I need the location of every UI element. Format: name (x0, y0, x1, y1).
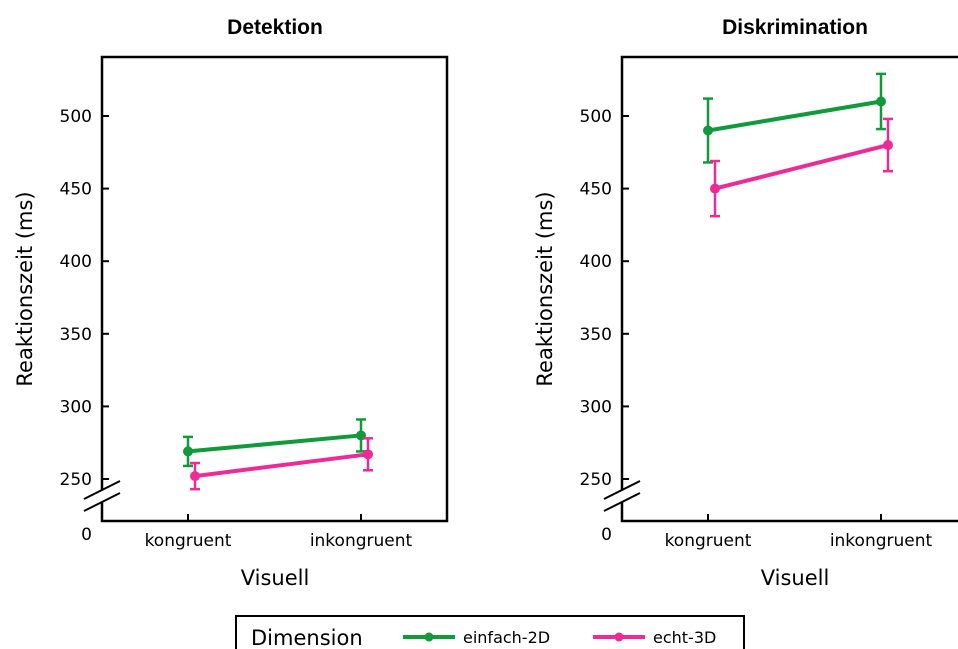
x-axis-label: Visuell (241, 566, 310, 590)
y-break-label: 0 (81, 525, 92, 545)
axis-break-slash (603, 480, 641, 500)
series-line (707, 99, 882, 133)
legend-item-echt-3d: echt-3D (593, 628, 716, 647)
data-point (190, 471, 200, 482)
panel-detektion: Detektion Visuell Reaktionszeit (ms) 0 2… (13, 16, 449, 590)
y-tick-label: 300 (580, 397, 612, 417)
axis-break-slash (83, 480, 121, 500)
y-tick-label: 450 (580, 180, 612, 200)
y-break-label: 0 (601, 525, 612, 545)
plot-frame (100, 55, 449, 523)
data-point (363, 449, 373, 460)
y-tick-label: 400 (580, 252, 612, 272)
axis-break-gap (618, 490, 626, 502)
y-tick-label: 350 (60, 325, 92, 345)
legend: Dimension einfach-2D echt-3D (235, 615, 745, 649)
legend-swatch-marker (424, 632, 434, 642)
legend-swatch-marker (614, 632, 624, 642)
series-line (187, 433, 362, 454)
data-point (710, 183, 720, 194)
axis-break-slash (83, 492, 121, 512)
y-axis-label: Reaktionszeit (ms) (533, 191, 557, 386)
y-tick-label: 250 (580, 470, 612, 490)
panel-title: Diskrimination (722, 16, 868, 39)
y-tick-label: 400 (60, 252, 92, 272)
axis-break-gap (98, 490, 106, 502)
data-point (883, 140, 893, 151)
data-point (876, 96, 886, 107)
y-tick-label: 450 (60, 180, 92, 200)
series-line (194, 452, 369, 479)
y-tick-label: 300 (60, 397, 92, 417)
x-tick-label: kongruent (145, 531, 232, 551)
y-tick-label: 500 (580, 107, 612, 127)
y-axis-label: Reaktionszeit (ms) (13, 191, 37, 386)
x-axis-label: Visuell (761, 566, 830, 590)
data-point (703, 125, 713, 136)
data-point (183, 446, 193, 457)
panel-title: Detektion (227, 16, 323, 39)
legend-box (235, 615, 745, 649)
legend-label: echt-3D (653, 628, 716, 647)
y-tick-label: 250 (60, 470, 92, 490)
legend-title: Dimension (251, 626, 363, 649)
legend-label: einfach-2D (463, 628, 550, 647)
x-tick-label: inkongruent (830, 531, 933, 551)
series-line (714, 143, 889, 191)
y-tick-label: 500 (60, 107, 92, 127)
panel-diskrimination: Diskrimination Visuell Reaktionszeit (ms… (533, 16, 958, 590)
axis-break-slash (603, 492, 641, 512)
plot-frame (620, 55, 958, 523)
x-tick-label: inkongruent (310, 531, 413, 551)
x-tick-label: kongruent (665, 531, 752, 551)
legend-item-einfach-2d: einfach-2D (403, 628, 550, 647)
y-tick-label: 350 (580, 325, 612, 345)
